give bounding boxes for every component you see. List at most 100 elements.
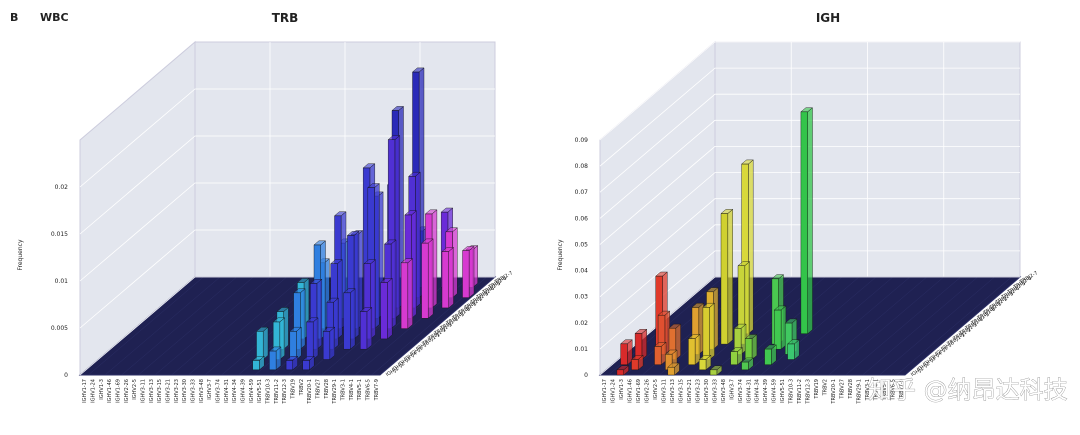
bar-front bbox=[306, 321, 314, 360]
x-tick-label: TRBV6-5 bbox=[366, 379, 372, 401]
bar-top bbox=[424, 209, 438, 215]
x-tick-label: TRBV28 bbox=[324, 379, 330, 400]
x-tick-label: TRBV3-1 bbox=[341, 379, 347, 401]
bar bbox=[634, 328, 648, 360]
bar bbox=[289, 326, 302, 360]
bar-front bbox=[421, 242, 429, 319]
bar-side bbox=[350, 288, 356, 350]
bar-top bbox=[620, 339, 633, 344]
bar-front bbox=[360, 311, 368, 350]
bar bbox=[667, 362, 680, 376]
z-tick-label: 0 bbox=[584, 372, 588, 379]
grid-line bbox=[599, 93, 1020, 193]
z-tick-label: 0.015 bbox=[51, 231, 68, 238]
x-tick-label: TRBV10-3 bbox=[266, 379, 272, 405]
floor-grid bbox=[188, 276, 304, 376]
x-tick-label: IGHV3-74 bbox=[738, 379, 744, 403]
bar-top bbox=[252, 356, 265, 361]
x-tick-label: IGHV2-26 bbox=[124, 379, 130, 403]
bar-top bbox=[800, 107, 814, 113]
floor-grid bbox=[104, 276, 221, 376]
grid-line bbox=[599, 172, 1020, 271]
x-tick-label: IGHV3-74 bbox=[216, 379, 222, 403]
bar-top bbox=[773, 305, 787, 311]
bar bbox=[421, 238, 434, 319]
floor-grid bbox=[760, 276, 877, 376]
bar-front bbox=[702, 307, 710, 360]
bar-top bbox=[741, 357, 754, 363]
bar-top bbox=[687, 334, 701, 339]
bar-top bbox=[657, 310, 671, 316]
bar-front bbox=[800, 111, 808, 334]
x-tick-label: IGHV3-15 bbox=[157, 379, 163, 403]
bar-top bbox=[359, 307, 373, 312]
bar-top bbox=[667, 362, 680, 368]
z-tick-label: 0.09 bbox=[575, 137, 589, 144]
bar-front bbox=[774, 309, 782, 350]
z-tick-label: 0.01 bbox=[55, 278, 69, 285]
floor-grid bbox=[828, 276, 944, 376]
floor-grid bbox=[896, 276, 1012, 376]
x-tick-label: IGHV4-39 bbox=[241, 379, 247, 403]
chart-title: TRB bbox=[272, 11, 299, 25]
bar-top bbox=[771, 274, 785, 279]
grid-line bbox=[599, 250, 1020, 350]
z-tick-label: 0.04 bbox=[575, 268, 589, 275]
bar-front bbox=[667, 367, 675, 376]
x-tick-label: IGHV2-5 bbox=[653, 379, 659, 400]
bar-top bbox=[730, 347, 743, 352]
bar-top bbox=[408, 171, 421, 177]
bar-top bbox=[720, 209, 734, 214]
bar-top bbox=[383, 239, 397, 245]
floor-grid bbox=[811, 276, 927, 376]
bar bbox=[730, 347, 743, 366]
bar-top bbox=[784, 318, 798, 324]
x-tick-label: IGHV3-23 bbox=[174, 379, 180, 403]
bar-top bbox=[764, 344, 777, 350]
bar bbox=[255, 326, 269, 360]
bar-front bbox=[709, 369, 718, 376]
x-tick-label: TRBV27 bbox=[839, 379, 845, 400]
bar-top bbox=[343, 288, 356, 293]
bar bbox=[773, 305, 787, 350]
bar-top bbox=[698, 355, 712, 360]
y-tick-label: TRBJ2-7 bbox=[1018, 270, 1039, 286]
bar bbox=[800, 107, 814, 335]
x-tick-label: IGHV3-7 bbox=[729, 379, 735, 400]
floor-grid bbox=[88, 276, 204, 376]
bar-top bbox=[305, 317, 319, 323]
bar-top bbox=[630, 355, 644, 360]
floor-grid bbox=[845, 276, 961, 376]
x-tick-label: IGHV4-31 bbox=[746, 379, 752, 403]
bar-top bbox=[744, 334, 758, 339]
x-tick-label: IGHV2-26 bbox=[645, 379, 651, 403]
bar-front bbox=[462, 250, 470, 298]
z-tick-label: 0.05 bbox=[575, 241, 589, 248]
bar-top bbox=[333, 211, 347, 217]
x-tick-label: TRBV4-1 bbox=[349, 379, 355, 401]
bar-side bbox=[807, 107, 813, 335]
bar-top bbox=[787, 339, 800, 345]
bar bbox=[380, 277, 393, 340]
x-tick-label: TRBV19 bbox=[814, 379, 820, 400]
x-tick-label: IGHV1-3 bbox=[99, 379, 105, 400]
bar-front bbox=[741, 361, 749, 370]
floor-grid bbox=[138, 276, 254, 376]
bar-top bbox=[733, 323, 747, 329]
bar bbox=[302, 355, 315, 371]
bar bbox=[741, 357, 754, 371]
bar bbox=[764, 344, 777, 366]
x-tick-label: IGHV3-30 bbox=[704, 379, 710, 403]
x-tick-label: IGHV3-33 bbox=[712, 379, 718, 403]
x-tick-label: IGHV1-17 bbox=[82, 379, 88, 403]
bar-top bbox=[363, 259, 377, 264]
x-tick-label: TRBV11-2 bbox=[274, 379, 280, 405]
x-tick-label: IGHV4-34 bbox=[232, 379, 238, 403]
bar bbox=[630, 354, 644, 371]
x-tick-label: IGHV1-69 bbox=[116, 379, 122, 403]
bar-top bbox=[362, 163, 376, 169]
bar-top bbox=[322, 327, 336, 332]
bar-top bbox=[691, 303, 705, 308]
x-tick-label: IGHV3-7 bbox=[207, 379, 213, 400]
